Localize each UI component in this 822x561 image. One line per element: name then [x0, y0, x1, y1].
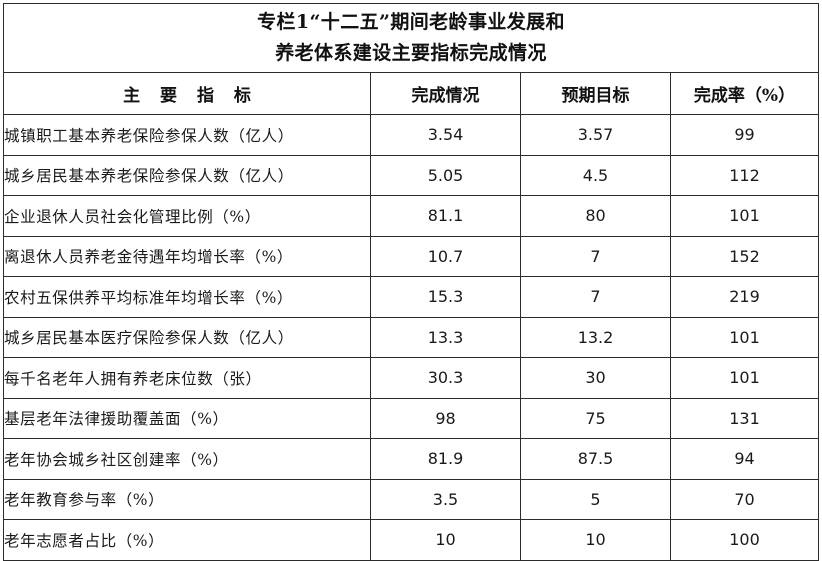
row-actual: 13.3 [370, 316, 521, 358]
row-indicator: 老年协会城乡社区创建率（%） [3, 438, 371, 480]
row-actual: 15.3 [370, 276, 521, 318]
table-row: 老年教育参与率（%） 3.5 5 70 [3, 478, 820, 520]
row-actual: 30.3 [370, 357, 521, 399]
title-line-2: 养老体系建设主要指标完成情况 [275, 42, 547, 64]
row-target: 7 [520, 276, 671, 318]
row-rate: 131 [669, 397, 820, 439]
row-target: 75 [520, 397, 671, 439]
row-target: 4.5 [520, 154, 671, 196]
row-actual: 81.9 [370, 438, 521, 480]
table-row: 农村五保供养平均标准年均增长率（%） 15.3 7 219 [3, 276, 820, 318]
row-indicator: 城乡居民基本医疗保险参保人数（亿人） [3, 316, 371, 358]
row-indicator: 城乡居民基本养老保险参保人数（亿人） [3, 154, 371, 196]
row-target: 13.2 [520, 316, 671, 358]
title-row: 专栏1“十二五”期间老龄事业发展和 养老体系建设主要指标完成情况 [2, 3, 820, 73]
row-rate: 70 [669, 478, 820, 520]
table-row: 城乡居民基本医疗保险参保人数（亿人） 13.3 13.2 101 [3, 316, 820, 358]
row-target: 5 [520, 478, 671, 520]
table-row: 企业退休人员社会化管理比例（%） 81.1 80 101 [3, 195, 820, 237]
table-row: 老年志愿者占比（%） 10 10 100 [3, 519, 820, 561]
row-actual: 5.05 [370, 154, 521, 196]
row-actual: 10 [370, 519, 521, 561]
table-row: 每千名老年人拥有养老床位数（张） 30.3 30 101 [3, 357, 820, 399]
table-body: 专栏1“十二五”期间老龄事业发展和 养老体系建设主要指标完成情况 主 要 指 标… [2, 3, 820, 561]
table-row: 离退休人员养老金待遇年均增长率（%） 10.7 7 152 [3, 235, 820, 277]
row-indicator: 农村五保供养平均标准年均增长率（%） [3, 276, 371, 318]
column-header-target: 预期目标 [520, 72, 671, 115]
row-indicator: 老年志愿者占比（%） [3, 519, 371, 561]
column-header-indicator: 主 要 指 标 [3, 72, 371, 115]
row-rate: 219 [669, 276, 820, 318]
row-target: 30 [520, 357, 671, 399]
row-rate: 101 [669, 195, 820, 237]
row-actual: 98 [370, 397, 521, 439]
row-target: 87.5 [520, 438, 671, 480]
title-line-1: 专栏1“十二五”期间老龄事业发展和 [257, 11, 565, 33]
row-indicator: 每千名老年人拥有养老床位数（张） [3, 357, 371, 399]
row-actual: 81.1 [370, 195, 521, 237]
row-indicator: 企业退休人员社会化管理比例（%） [3, 195, 371, 237]
row-indicator: 城镇职工基本养老保险参保人数（亿人） [3, 114, 371, 156]
row-indicator: 老年教育参与率（%） [3, 478, 371, 520]
row-rate: 101 [669, 316, 820, 358]
row-rate: 100 [669, 519, 820, 561]
table-row: 城乡居民基本养老保险参保人数（亿人） 5.05 4.5 112 [3, 154, 820, 196]
column-header-actual: 完成情况 [370, 72, 521, 115]
row-rate: 152 [669, 235, 820, 277]
table-title-cell: 专栏1“十二五”期间老龄事业发展和 养老体系建设主要指标完成情况 [2, 3, 820, 73]
row-actual: 3.5 [370, 478, 521, 520]
table-row: 城镇职工基本养老保险参保人数（亿人） 3.54 3.57 99 [3, 114, 820, 156]
column-header-rate: 完成率（%） [669, 72, 820, 115]
row-actual: 10.7 [370, 235, 521, 277]
row-actual: 3.54 [370, 114, 521, 156]
row-rate: 99 [669, 114, 820, 156]
header-row: 主 要 指 标 完成情况 预期目标 完成率（%） [3, 72, 820, 115]
indicators-table: 专栏1“十二五”期间老龄事业发展和 养老体系建设主要指标完成情况 主 要 指 标… [2, 3, 820, 561]
row-indicator: 基层老年法律援助覆盖面（%） [3, 397, 371, 439]
row-target: 80 [520, 195, 671, 237]
row-indicator: 离退休人员养老金待遇年均增长率（%） [3, 235, 371, 277]
row-rate: 112 [669, 154, 820, 196]
row-target: 10 [520, 519, 671, 561]
table-row: 基层老年法律援助覆盖面（%） 98 75 131 [3, 397, 820, 439]
row-rate: 94 [669, 438, 820, 480]
row-target: 7 [520, 235, 671, 277]
row-rate: 101 [669, 357, 820, 399]
table-row: 老年协会城乡社区创建率（%） 81.9 87.5 94 [3, 438, 820, 480]
row-target: 3.57 [520, 114, 671, 156]
